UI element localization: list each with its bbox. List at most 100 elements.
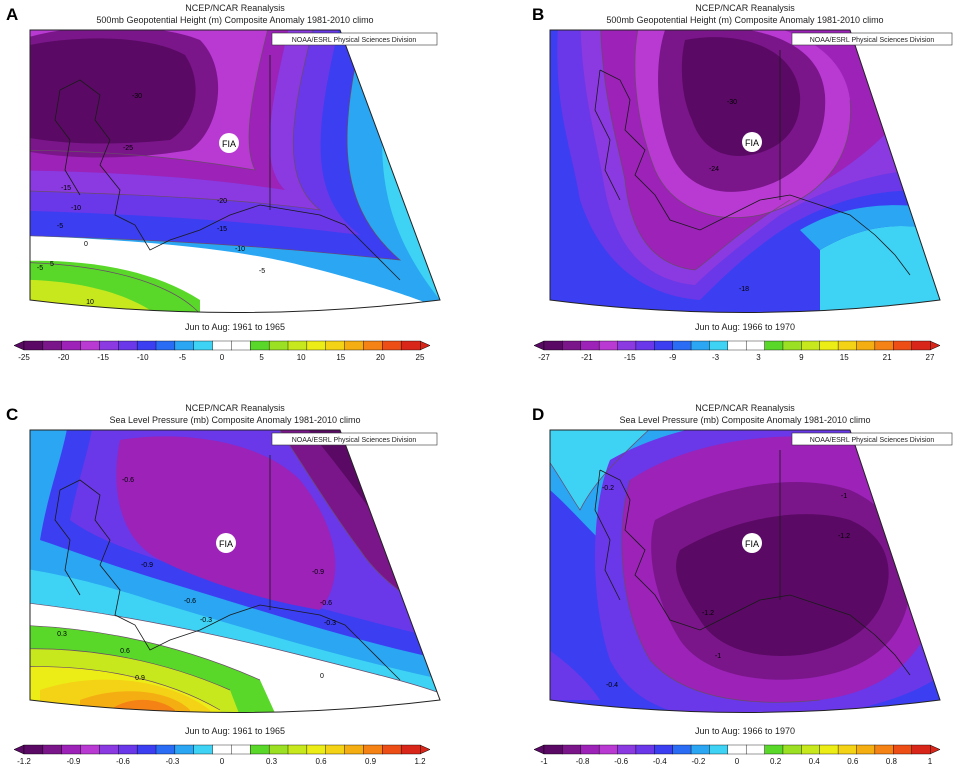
colorbar-swatch: [306, 340, 327, 351]
coastline: [54, 489, 81, 596]
colorbar-swatch: [709, 340, 729, 351]
colorbar-swatch: [155, 340, 176, 351]
colorbar-swatch: [837, 340, 857, 351]
period-label: Jun to Aug: 1961 to 1965: [185, 322, 285, 332]
colorbar: -1.2 -0.9 -0.6 -0.3 0 0.3 0.6 0.9 1.2: [13, 744, 431, 766]
contour-label: -24: [709, 166, 719, 173]
panel-b-svg: B NCEP/NCAR Reanalysis 500mb Geopotentia…: [532, 3, 953, 362]
colorbar-swatch: [654, 340, 674, 351]
colorbar-tick-label: -21: [581, 353, 593, 362]
contour-label: -5: [259, 268, 265, 275]
colorbar-tick-label: 5: [259, 353, 264, 362]
colorbar-end-triangle: [533, 744, 545, 755]
contour-line: [634, 30, 851, 218]
period-label: Jun to Aug: 1966 to 1970: [695, 322, 795, 332]
colorbar-swatch: [837, 744, 857, 755]
contour-label: -10: [71, 205, 81, 212]
colorbar-swatch: [250, 340, 270, 351]
contour-label: -30: [727, 99, 737, 106]
colorbar-swatch: [562, 744, 582, 755]
contour-label: -30: [132, 93, 142, 100]
colorbar-swatch: [193, 340, 213, 351]
colorbar-swatch: [856, 340, 876, 351]
colorbar-tick-label: 1: [928, 757, 933, 766]
contour-label: -0.9: [141, 562, 153, 569]
colorbar-swatch: [672, 744, 692, 755]
panel-c-svg: C NCEP/NCAR Reanalysis Sea Level Pressur…: [6, 403, 441, 766]
colorbar-swatch: [400, 340, 421, 351]
colorbar-tick-label: 3: [756, 353, 761, 362]
colorbar-swatch: [174, 340, 195, 351]
panel-b-map: NOAA/ESRL Physical Sciences Division FIA…: [549, 29, 953, 313]
contour-label: -1: [841, 493, 847, 500]
colorbar-swatch: [690, 340, 710, 351]
colorbar: -27 -21 -15 -9 -3 3 9 15 21 27: [533, 340, 941, 362]
contour-label: -0.3: [324, 620, 336, 627]
colorbar-swatch: [635, 340, 655, 351]
contour-label: -15: [217, 226, 227, 233]
contour-label: 0: [84, 241, 88, 248]
site-label: FIA: [745, 138, 759, 148]
colorbar-end-triangle: [533, 340, 545, 351]
contour-label: -10: [235, 246, 245, 253]
colorbar-swatch: [801, 340, 821, 351]
panel-b-header-line2: 500mb Geopotential Height (m) Composite …: [606, 15, 883, 25]
site-label: FIA: [219, 539, 233, 549]
coastline: [594, 469, 621, 601]
contour-line: [30, 30, 402, 261]
colorbar-end-triangle: [419, 744, 431, 755]
site-marker: [216, 533, 236, 553]
panel-d: D NCEP/NCAR Reanalysis Sea Level Pressur…: [520, 400, 960, 773]
colorbar-swatch: [61, 340, 81, 351]
colorbar-swatch: [136, 340, 157, 351]
colorbar-tick-label: 0.3: [266, 757, 278, 766]
coastline: [599, 69, 911, 276]
colorbar-swatch: [344, 744, 364, 755]
colorbar-swatch: [212, 744, 232, 755]
colorbar-tick-label: -15: [624, 353, 636, 362]
colorbar-swatch: [80, 744, 100, 755]
colorbar-tick-label: 25: [416, 353, 425, 362]
colorbar-tick-label: -0.6: [116, 757, 130, 766]
contour-label: -1.2: [838, 533, 850, 540]
site-marker: [219, 133, 239, 153]
contour-label: -5: [37, 265, 43, 272]
panel-b: B NCEP/NCAR Reanalysis 500mb Geopotentia…: [520, 0, 960, 370]
contour-line: [30, 648, 231, 691]
colorbar-tick-label: -5: [179, 353, 187, 362]
colorbar-swatch: [617, 744, 637, 755]
colorbar-tick-label: -25: [18, 353, 30, 362]
colorbar-swatch: [580, 340, 600, 351]
contour-label: 5: [50, 261, 54, 268]
colorbar-tick-label: 0: [220, 757, 225, 766]
colorbar-swatch: [562, 340, 582, 351]
colorbar-swatch: [118, 744, 138, 755]
colorbar-tick-label: -9: [669, 353, 677, 362]
colorbar-swatch: [268, 340, 289, 351]
credit-text: NOAA/ESRL Physical Sciences Division: [292, 437, 417, 444]
colorbar-tick-label: -0.4: [653, 757, 667, 766]
contour-line: [30, 261, 211, 313]
colorbar-swatch: [819, 340, 839, 351]
colorbar-swatch: [363, 744, 383, 755]
colorbar-swatch: [80, 340, 100, 351]
panel-d-header-line1: NCEP/NCAR Reanalysis: [695, 403, 795, 413]
contour-label: -1: [715, 653, 721, 660]
contour-label: -18: [739, 286, 749, 293]
colorbar-tick-label: -3: [712, 353, 720, 362]
colorbar-swatch: [543, 340, 563, 351]
colorbar-swatch: [745, 744, 765, 755]
panel-a-svg: A NCEP/NCAR Reanalysis 500mb Geopotentia…: [6, 3, 441, 362]
colorbar-swatch: [99, 340, 119, 351]
colorbar-swatch: [727, 340, 747, 351]
contour-line: [30, 666, 221, 711]
colorbar-tick-label: -0.6: [614, 757, 628, 766]
colorbar: -1 -0.8 -0.6 -0.4 -0.2 0 0.2 0.4 0.6 0.8 1: [533, 744, 941, 766]
panel-c-map: NOAA/ESRL Physical Sciences Division FIA…: [29, 429, 441, 713]
credit-box: [791, 32, 953, 46]
colorbar-swatch: [61, 744, 81, 755]
coastline: [54, 89, 81, 196]
panel-a-header-line1: NCEP/NCAR Reanalysis: [185, 3, 285, 13]
colorbar-tick-label: 15: [336, 353, 345, 362]
colorbar-swatch: [598, 744, 618, 755]
